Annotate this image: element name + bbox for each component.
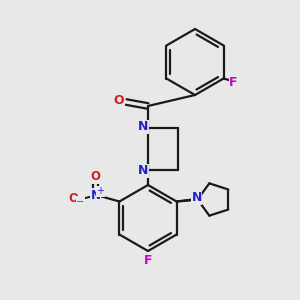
Text: N: N [90,189,100,202]
Text: N: N [191,191,202,204]
Text: +: + [96,187,104,196]
Text: O: O [68,192,78,205]
Text: −: − [76,196,85,206]
Text: N: N [138,164,148,178]
Text: O: O [114,94,124,107]
Text: F: F [144,254,152,268]
Text: N: N [138,121,148,134]
Text: O: O [90,170,100,183]
Text: F: F [229,76,238,89]
